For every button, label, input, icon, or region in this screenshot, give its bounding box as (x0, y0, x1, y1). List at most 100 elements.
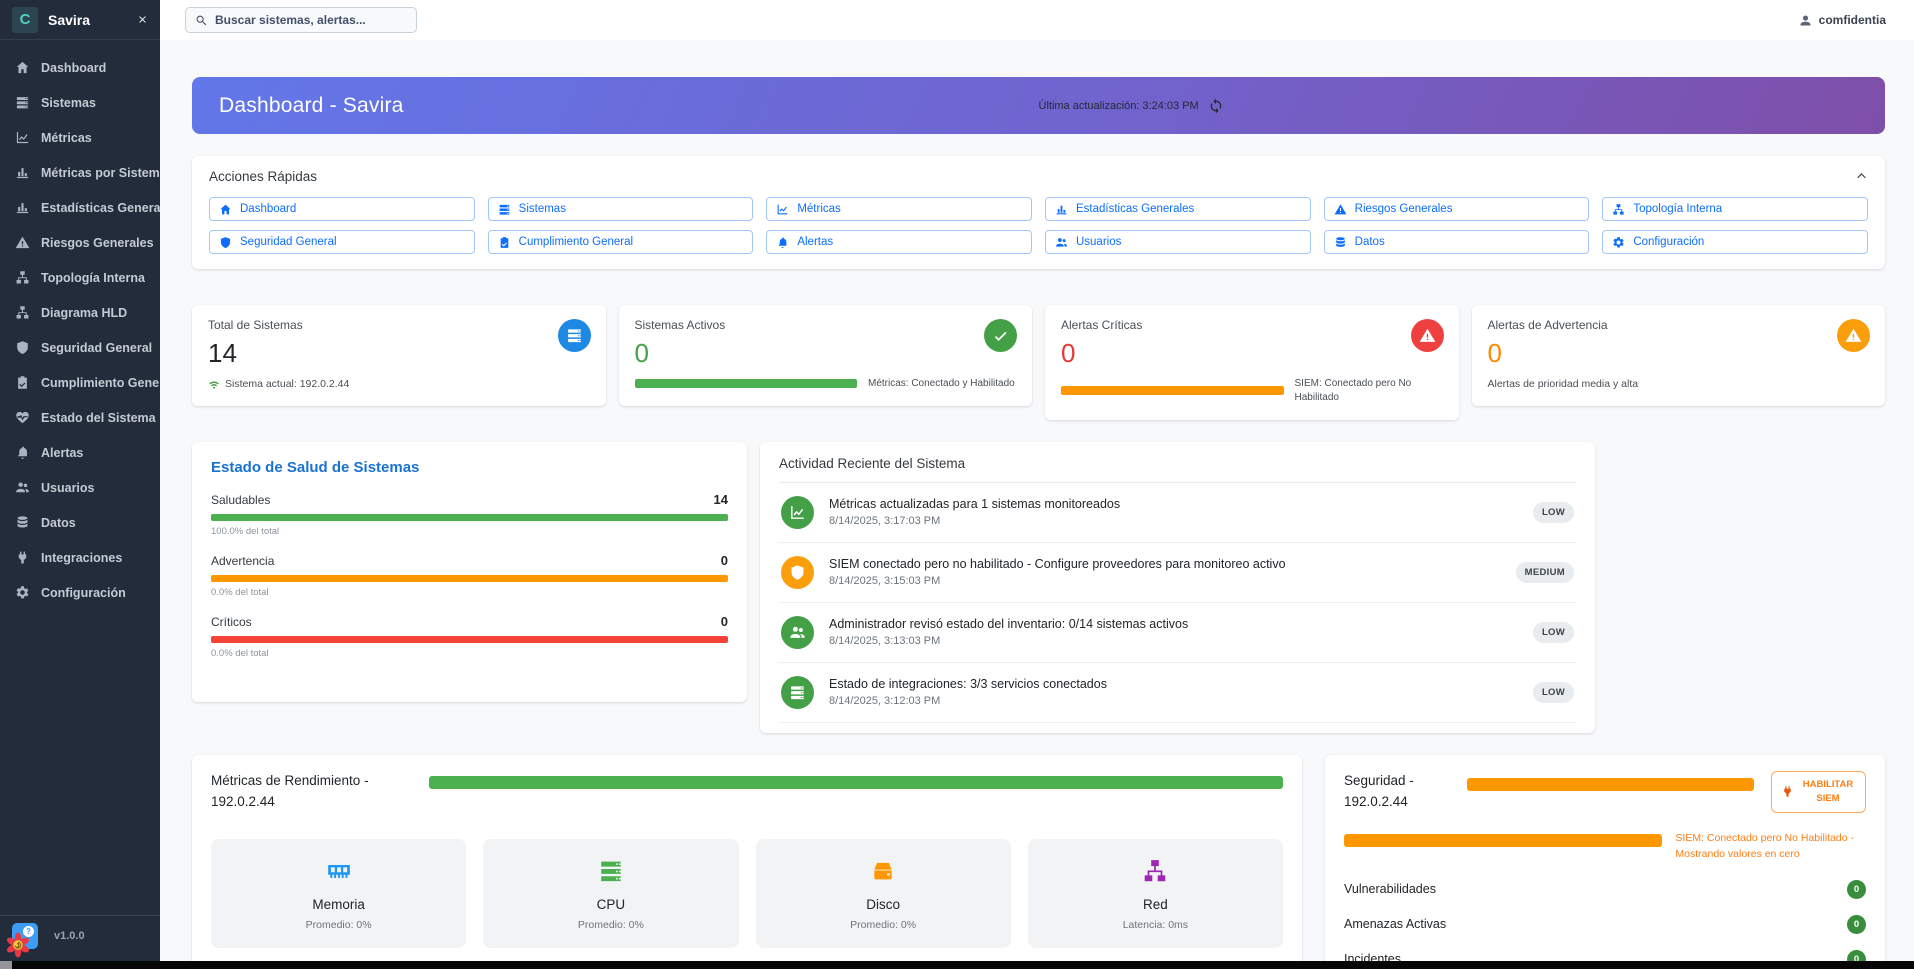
count-badge: 0 (1847, 879, 1866, 899)
activity-list: Métricas actualizadas para 1 sistemas mo… (779, 483, 1576, 723)
bar-chart-icon (15, 200, 30, 215)
activity-icon-badge (781, 675, 814, 709)
page-title: Dashboard - Savira (219, 93, 404, 117)
quick-action-datos[interactable]: Datos (1323, 230, 1590, 254)
stat-subtext: Alertas de prioridad media y alta (1487, 377, 1639, 390)
stat-label: Sistemas Activos (634, 318, 726, 332)
sidebar-item-estado-del-sistema[interactable]: Estado del Sistema (0, 400, 160, 435)
sidebar-item-seguridad-general[interactable]: Seguridad General (0, 330, 160, 365)
sidebar-item-sistemas[interactable]: Sistemas (0, 85, 160, 120)
sidebar: C Savira Dashboard Sistemas Métricas Mét… (0, 0, 160, 969)
collapse-button[interactable] (1855, 169, 1868, 182)
server-icon (566, 327, 583, 344)
quick-action-configuracion[interactable]: Configuración (1602, 230, 1868, 254)
server-icon (789, 684, 806, 701)
performance-header: Métricas de Rendimiento - 192.0.2.44 (211, 771, 1283, 813)
sidebar-item-label: Estado del Sistema (41, 410, 156, 425)
sidebar-item-estadisticas-genera[interactable]: Estadísticas Genera (0, 190, 160, 225)
quick-action-label: Seguridad General (240, 236, 337, 248)
gear-icon (15, 585, 30, 600)
siem-status-note: SIEM: Conectado pero No Habilitado - Mos… (1675, 832, 1854, 861)
stat-note: SIEM: Conectado pero No Habilitado (1294, 377, 1412, 403)
sidebar-item-metricas-por-sistem[interactable]: Métricas por Sistem (0, 155, 160, 190)
bar-chart-icon (1055, 203, 1068, 216)
quick-action-usuarios[interactable]: Usuarios (1044, 230, 1311, 254)
activity-card: Actividad Reciente del Sistema Métricas … (760, 441, 1595, 733)
activity-title: Actividad Reciente del Sistema (779, 456, 1576, 483)
sidebar-item-integraciones[interactable]: Integraciones (0, 540, 160, 575)
chevron-up-icon (1855, 169, 1868, 182)
heart-pulse-icon (15, 410, 30, 425)
activity-icon-badge (781, 495, 814, 529)
gear-icon (1612, 236, 1625, 249)
health-label: Críticos (211, 614, 252, 629)
user-menu[interactable]: comfidentia (1798, 13, 1886, 28)
chart-line-icon (15, 130, 30, 145)
username: comfidentia (1818, 13, 1886, 27)
last-update-text: Última actualización: 3:24:03 PM (1038, 99, 1199, 112)
quick-action-estadisticas-generales[interactable]: Estadísticas Generales (1044, 197, 1311, 221)
chart-line-icon (776, 203, 789, 216)
sidebar-item-datos[interactable]: Datos (0, 505, 160, 540)
person-icon (1798, 13, 1813, 28)
sidebar-close-button[interactable] (137, 14, 148, 25)
sitemap-icon (1142, 858, 1168, 884)
quick-action-seguridad-general[interactable]: Seguridad General (209, 230, 475, 254)
refresh-icon (1208, 98, 1224, 114)
sidebar-item-label: Datos (41, 515, 76, 530)
stat-card-sistemas-activos: Sistemas Activos 0 Métricas: Conectado y… (618, 305, 1032, 406)
stat-progress-bar (634, 379, 857, 389)
sidebar-item-metricas[interactable]: Métricas (0, 120, 160, 155)
metric-sub: Latencia: 0ms (1122, 919, 1189, 932)
stat-icon-badge (984, 319, 1017, 352)
security-title: Seguridad - 192.0.2.44 (1344, 772, 1414, 809)
stat-subtext: Sistema actual: 192.0.2.44 (208, 377, 590, 392)
search-box[interactable] (185, 7, 417, 33)
sidebar-item-label: Usuarios (41, 480, 95, 495)
quick-action-sistemas[interactable]: Sistemas (487, 197, 754, 221)
stat-card-alertas-criticas: Alertas Críticas 0 SIEM: Conectado pero … (1045, 305, 1459, 420)
sidebar-item-riesgos-generales[interactable]: Riesgos Generales (0, 225, 160, 260)
quick-actions-title: Acciones Rápidas (209, 169, 318, 184)
enable-siem-button[interactable]: HABILITAR SIEM (1771, 770, 1866, 814)
health-card: Estado de Salud de Sistemas Saludables 1… (192, 441, 747, 702)
health-row-criticos: Críticos 0 0.0% del total (211, 614, 728, 659)
quick-action-cumplimiento-general[interactable]: Cumplimiento General (487, 230, 754, 254)
activity-time: 8/14/2025, 3:12:03 PM (829, 695, 941, 708)
plug-icon (1781, 785, 1794, 798)
quick-action-label: Configuración (1633, 236, 1705, 248)
quick-action-topologia-interna[interactable]: Topología Interna (1602, 197, 1868, 221)
sidebar-item-label: Diagrama HLD (41, 305, 128, 320)
quick-action-metricas[interactable]: Métricas (766, 197, 1032, 221)
quick-action-alertas[interactable]: Alertas (766, 230, 1032, 254)
health-bar (211, 513, 728, 521)
sidebar-item-cumplimiento-gene[interactable]: Cumplimiento Gene (0, 365, 160, 400)
activity-icon-badge (781, 615, 814, 649)
quick-action-riesgos-generales[interactable]: Riesgos Generales (1323, 197, 1590, 221)
sidebar-item-dashboard[interactable]: Dashboard (0, 50, 160, 85)
sidebar-item-topologia-interna[interactable]: Topología Interna (0, 260, 160, 295)
sidebar-item-configuracion[interactable]: Configuración (0, 575, 160, 610)
app-version: v1.0.0 (54, 930, 85, 942)
sidebar-nav: Dashboard Sistemas Métricas Métricas por… (0, 40, 160, 915)
sidebar-item-usuarios[interactable]: Usuarios (0, 470, 160, 505)
shield-icon (789, 564, 806, 581)
metric-name: Memoria (312, 897, 365, 913)
stat-card-alertas-de-advertencia: Alertas de Advertencia 0 Alertas de prio… (1471, 305, 1885, 407)
sidebar-item-label: Topología Interna (41, 270, 145, 285)
users-icon (1055, 236, 1068, 249)
bottom-scrollbar[interactable] (0, 961, 1914, 969)
search-input[interactable] (215, 13, 407, 27)
shield-icon (15, 340, 30, 355)
home-icon (15, 60, 30, 75)
sidebar-item-diagrama-hld[interactable]: Diagrama HLD (0, 295, 160, 330)
refresh-button[interactable] (1208, 98, 1224, 114)
performance-title: Métricas de Rendimiento - 192.0.2.44 (211, 772, 369, 809)
activity-item: Administrador revisó estado del inventar… (779, 603, 1576, 663)
security-row-vulnerabilidades: Vulnerabilidades 0 (1344, 872, 1866, 907)
stat-bar-row: SIEM: Conectado pero No Habilitado (1061, 377, 1443, 405)
sidebar-item-alertas[interactable]: Alertas (0, 435, 160, 470)
health-value: 0 (720, 552, 728, 568)
quick-action-dashboard[interactable]: Dashboard (209, 197, 475, 221)
security-label: Amenazas Activas (1344, 917, 1447, 932)
